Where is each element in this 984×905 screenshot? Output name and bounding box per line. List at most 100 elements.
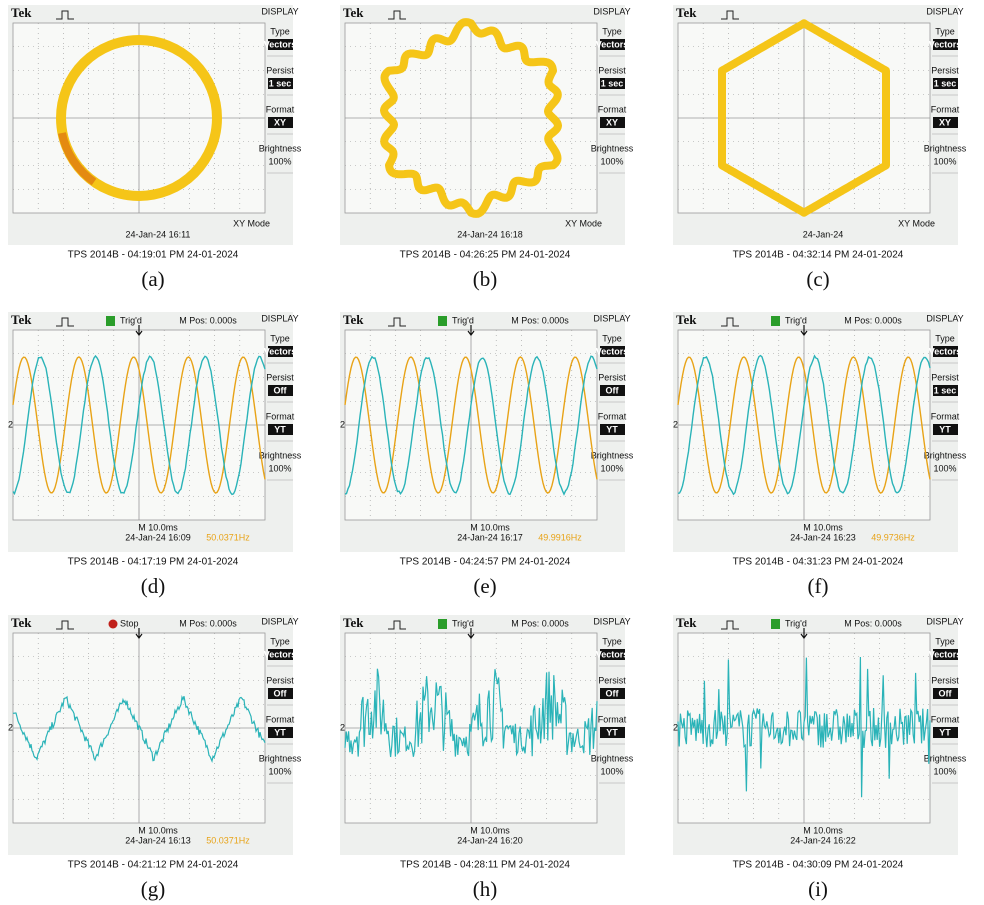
menu-label: Format [598,104,627,114]
menu-label: Format [598,411,627,421]
menu-value: XY [939,117,951,127]
timebase: M 10.0ms [803,825,843,835]
caption: (g) [141,877,166,901]
menu-value: Vectors [929,649,962,659]
date: 24-Jan-24 16:23 [790,532,856,542]
brand: Tek [343,5,364,20]
menu-value: 100% [600,156,623,166]
date: 24-Jan-24 16:18 [457,229,523,239]
menu-label: Format [266,714,295,724]
channel-marker: 2 [340,722,345,732]
menu-value: YT [939,727,951,737]
menu-title: DISPLAY [926,313,963,323]
menu-label: Type [935,636,955,646]
menu-value: 100% [600,463,623,473]
menu-value: YT [606,727,618,737]
status-icon [109,620,118,629]
menu-label: Format [931,411,960,421]
menu-value: 1 sec [269,78,292,88]
m-pos: M Pos: 0.000s [179,618,237,628]
menu-label: Persist [598,65,626,75]
caption: (c) [806,267,829,291]
menu-label: Type [602,26,622,36]
menu-label: Brightness [591,450,634,460]
frequency: 49.9736Hz [871,532,915,542]
m-pos: M Pos: 0.000s [844,618,902,628]
caption: (i) [808,877,828,901]
menu-label: Persist [266,65,294,75]
menu-value: 100% [933,766,956,776]
footer: TPS 2014B - 04:31:23 PM 24-01-2024 [733,557,904,568]
trigger-status: Trig'd [785,315,807,325]
trigger-status: Stop [120,618,139,628]
menu-value: Off [939,688,953,698]
menu-title: DISPLAY [926,6,963,16]
date: 24-Jan-24 16:17 [457,532,523,542]
menu-title: DISPLAY [261,616,298,626]
menu-label: Brightness [259,753,302,763]
menu-label: Persist [266,372,294,382]
frequency: 49.9916Hz [538,532,582,542]
menu-label: Persist [598,675,626,685]
menu-label: Persist [598,372,626,382]
menu-label: Brightness [924,450,967,460]
footer: TPS 2014B - 04:32:14 PM 24-01-2024 [733,250,904,261]
menu-value: YT [274,424,286,434]
menu-value: 100% [933,463,956,473]
trigger-status: Trig'd [120,315,142,325]
date: 24-Jan-24 16:22 [790,835,856,845]
channel-marker: 2 [8,722,13,732]
timebase: M 10.0ms [803,522,843,532]
menu-value: 1 sec [934,78,957,88]
menu-value: Vectors [264,649,297,659]
caption: (d) [141,574,166,598]
menu-value: 1 sec [934,385,957,395]
menu-value: Vectors [596,346,629,356]
status-icon [438,619,447,629]
menu-value: 1 sec [601,78,624,88]
footer: TPS 2014B - 04:26:25 PM 24-01-2024 [400,250,571,261]
timebase: M 10.0ms [470,522,510,532]
menu-label: Format [931,714,960,724]
footer: TPS 2014B - 04:24:57 PM 24-01-2024 [400,557,571,568]
menu-label: Persist [931,372,959,382]
date: 24-Jan-24 16:20 [457,835,523,845]
menu-value: Off [274,385,288,395]
footer: TPS 2014B - 04:17:19 PM 24-01-2024 [68,557,239,568]
menu-title: DISPLAY [593,616,630,626]
menu-value: 100% [600,766,623,776]
channel-marker: 2 [673,722,678,732]
trigger-status: Trig'd [452,618,474,628]
menu-label: Type [935,333,955,343]
status-icon [771,316,780,326]
m-pos: M Pos: 0.000s [179,315,237,325]
brand: Tek [676,312,697,327]
menu-label: Persist [931,675,959,685]
menu-value: XY [274,117,286,127]
m-pos: M Pos: 0.000s [511,618,569,628]
menu-value: Vectors [264,346,297,356]
menu-label: Type [270,333,290,343]
frequency: 50.0371Hz [206,532,250,542]
scope-panel: TekDISPLAYTypeVectorsPersist1 secFormatX… [340,5,634,245]
caption: (e) [473,574,496,598]
brand: Tek [343,615,364,630]
caption: (h) [473,877,498,901]
menu-title: DISPLAY [593,6,630,16]
trigger-status: Trig'd [452,315,474,325]
channel-marker: 2 [8,419,13,429]
menu-value: YT [606,424,618,434]
menu-value: Vectors [929,39,962,49]
menu-label: Brightness [924,143,967,153]
date: 24-Jan-24 16:09 [125,532,191,542]
menu-label: Persist [931,65,959,75]
menu-title: DISPLAY [261,6,298,16]
menu-value: Vectors [596,649,629,659]
menu-label: Brightness [259,143,302,153]
brand: Tek [343,312,364,327]
scope-panel: TekDISPLAYTypeVectorsPersist1 secFormatX… [8,5,302,245]
timebase: M 10.0ms [138,825,178,835]
scope-panel: TekStopM Pos: 0.000sDISPLAYTypeVectorsPe… [8,615,302,855]
